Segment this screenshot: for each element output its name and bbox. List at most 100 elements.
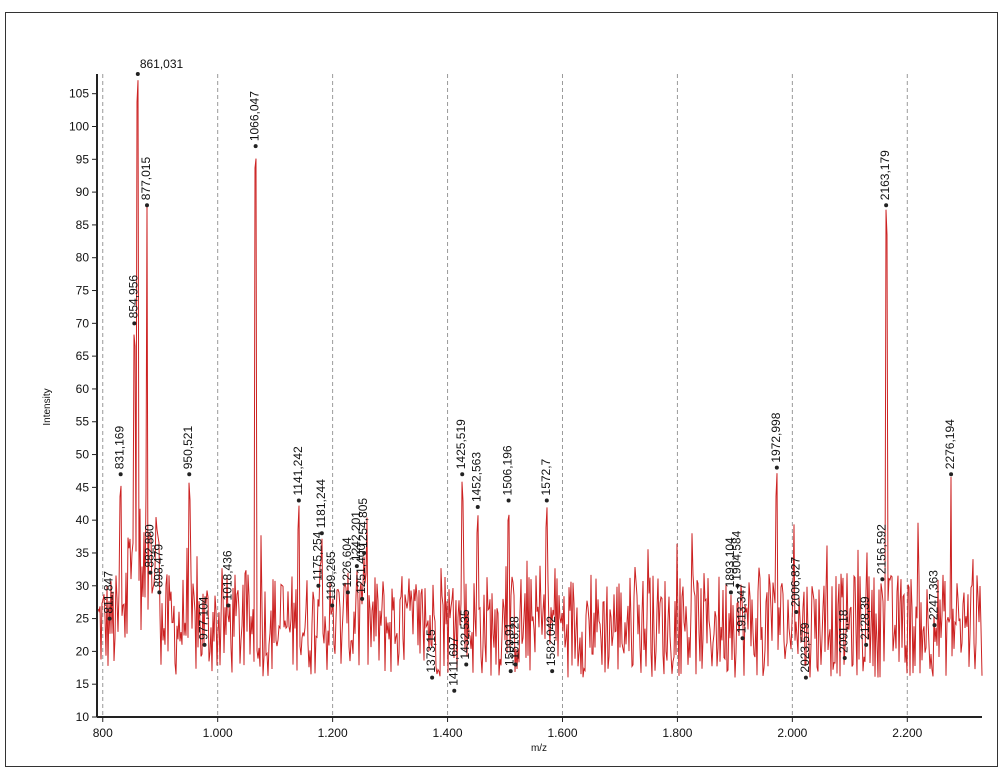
- peak-label-36: 2128,39: [858, 596, 872, 640]
- peak-label-14: 1199,265: [324, 551, 338, 600]
- x-axis-title: m/z: [531, 743, 547, 754]
- peak-label-37: 2156,592: [874, 524, 888, 574]
- peak-marker-39: [932, 623, 937, 628]
- y-tick-label-19: 105: [69, 87, 89, 101]
- peak-marker-6: [157, 590, 162, 595]
- peak-marker-16: [354, 564, 359, 569]
- y-tick-label-13: 75: [76, 284, 90, 298]
- peak-marker-17: [360, 596, 365, 601]
- peak-label-40: 2276,194: [943, 419, 957, 469]
- peak-marker-30: [735, 583, 740, 588]
- peak-label-10: 1066,047: [248, 91, 262, 141]
- peak-marker-24: [506, 498, 511, 503]
- y-tick-label-6: 40: [76, 513, 90, 527]
- peak-label-9: 1018,436: [220, 550, 234, 600]
- peak-label-34: 2023,579: [798, 622, 812, 672]
- peak-marker-20: [452, 688, 457, 693]
- peak-label-1: 831,169: [113, 426, 127, 470]
- y-tick-label-5: 35: [76, 546, 90, 560]
- peak-marker-7: [187, 472, 192, 477]
- peak-marker-27: [544, 498, 549, 503]
- peak-label-21: 1425,519: [454, 419, 468, 469]
- peak-marker-31: [740, 636, 745, 641]
- peak-marker-11: [296, 498, 301, 503]
- y-tick-label-15: 85: [76, 218, 90, 232]
- peak-marker-18: [362, 550, 367, 555]
- peak-label-19: 1373,15: [424, 629, 438, 673]
- peak-label-7: 950,521: [181, 426, 195, 470]
- peak-marker-23: [475, 505, 480, 510]
- x-tick-label-4: 1.600: [547, 726, 577, 740]
- peak-marker-8: [202, 642, 207, 647]
- peak-marker-5: [148, 570, 153, 575]
- peak-label-31: 1913,347: [735, 583, 749, 633]
- peak-label-12: 1175,254: [310, 531, 324, 580]
- peak-label-39: 2247,363: [927, 570, 941, 620]
- peak-label-30: 1904,584: [730, 530, 744, 580]
- peak-marker-37: [880, 577, 885, 582]
- y-tick-label-10: 60: [76, 382, 90, 396]
- peak-label-15: 1226,604: [340, 537, 354, 587]
- spectrum-line: [97, 80, 983, 678]
- peak-marker-4: [145, 203, 150, 208]
- x-tick-label-7: 2.200: [892, 726, 922, 740]
- peak-marker-9: [226, 603, 231, 608]
- peak-marker-32: [774, 465, 779, 470]
- peak-label-38: 2163,179: [878, 150, 892, 200]
- y-tick-label-18: 100: [69, 119, 89, 133]
- y-axis-title: Intensity: [42, 388, 53, 425]
- y-tick-label-11: 65: [76, 349, 90, 363]
- y-tick-label-4: 30: [76, 579, 90, 593]
- x-tick-label-0: 800: [93, 726, 113, 740]
- axes: [96, 74, 982, 718]
- peak-label-18: 1254,805: [356, 498, 370, 548]
- x-tick-labels: 800 1.000 1.200 1.400 1.600 1.800 2.000 2.200: [93, 717, 923, 740]
- peak-marker-14: [330, 603, 335, 608]
- y-tick-label-17: 95: [76, 152, 90, 166]
- peak-marker-22: [464, 662, 469, 667]
- peak-label-17: 1251,400: [354, 544, 368, 594]
- peak-label-2: 854,956: [126, 275, 140, 319]
- peak-label-22: 1432,535: [458, 609, 472, 659]
- peak-marker-0: [107, 616, 112, 621]
- peak-label-26: 1518,28: [508, 616, 522, 660]
- peak-label-23: 1452,563: [470, 452, 484, 502]
- peak-marker-13: [319, 531, 324, 536]
- y-tick-label-2: 20: [76, 644, 90, 658]
- mass-spectrum-chart: 10 15 20 25 30 35 40 45 50 55 60 65 70 75 80 85 90 95 100 1…: [42, 57, 983, 754]
- peak-marker-10: [253, 144, 258, 149]
- peak-marker-28: [550, 669, 555, 674]
- peak-marker-3: [135, 72, 140, 76]
- peak-label-11: 1141,242: [291, 446, 305, 495]
- peak-label-24: 1506,196: [501, 445, 515, 495]
- peak-marker-1: [118, 472, 123, 477]
- peak-label-13: 1181,244: [314, 479, 328, 528]
- peak-label-20: 1411,697: [446, 636, 460, 685]
- peak-marker-25: [508, 669, 513, 674]
- peak-marker-15: [345, 590, 350, 595]
- x-tick-label-1: 1.000: [203, 726, 233, 740]
- x-tick-label-2: 1.200: [318, 726, 348, 740]
- peak-label-4: 877,015: [139, 157, 153, 201]
- peak-label-28: 1582,042: [544, 616, 558, 666]
- y-tick-label-9: 55: [76, 415, 90, 429]
- peak-label-3: 861,031: [140, 57, 184, 71]
- peak-label-27: 1572,7: [539, 458, 553, 495]
- peak-marker-21: [460, 472, 465, 477]
- y-tick-label-14: 80: [76, 251, 90, 265]
- y-tick-label-8: 50: [76, 448, 90, 462]
- peak-label-33: 2006,827: [788, 557, 802, 607]
- peak-label-0: 811,847: [102, 571, 116, 614]
- spectrum-trace: [97, 80, 983, 678]
- x-tick-label-5: 1.800: [662, 726, 692, 740]
- peak-marker-2: [132, 321, 137, 326]
- peak-marker-33: [794, 610, 799, 615]
- peak-labels: 811,847 831,169 854,956 861,031 877,015 882,8…: [102, 57, 957, 693]
- y-tick-label-3: 25: [76, 612, 90, 626]
- y-tick-label-16: 90: [76, 185, 90, 199]
- peak-label-25: 1509,91: [503, 622, 517, 666]
- peak-label-29: 1893,104: [723, 537, 737, 587]
- peak-label-35: 2091,18: [837, 609, 851, 653]
- y-tick-label-12: 70: [76, 316, 90, 330]
- peak-marker-38: [884, 203, 889, 208]
